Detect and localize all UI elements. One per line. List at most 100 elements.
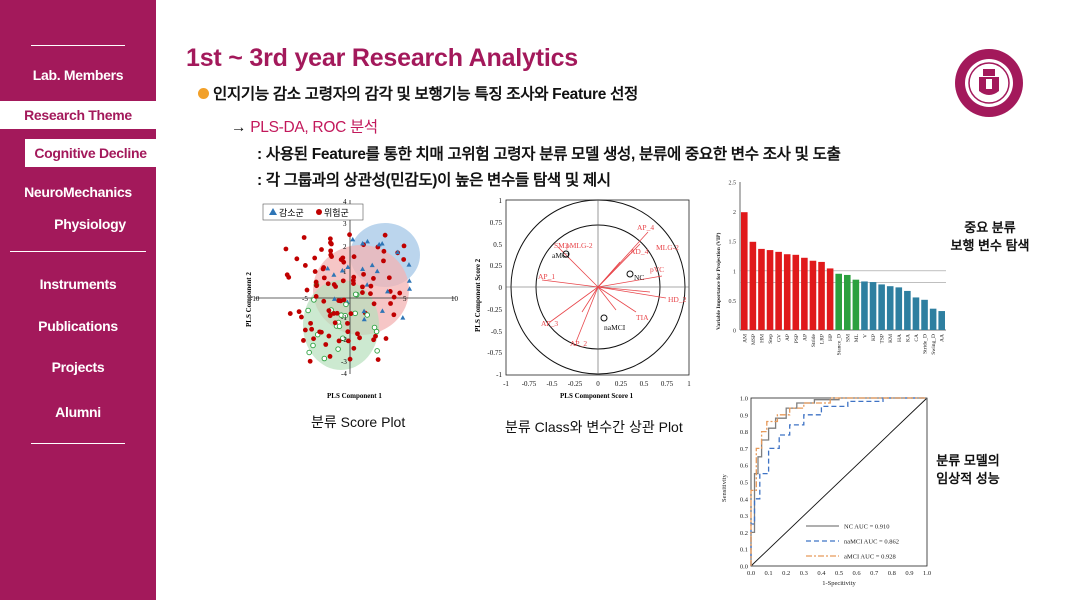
var-label: HD_2 xyxy=(668,295,687,304)
vip-category-label: ML xyxy=(854,333,860,342)
vip-bar xyxy=(749,241,757,330)
score-point xyxy=(345,264,351,269)
score-point xyxy=(386,275,392,281)
score-point xyxy=(336,323,343,330)
score-point xyxy=(407,286,413,291)
score-point xyxy=(364,282,370,287)
nav-physiology[interactable]: Physiology xyxy=(54,216,126,232)
vip-bar xyxy=(938,311,945,330)
score-point xyxy=(301,338,306,343)
score-point xyxy=(401,257,407,262)
roc-series-line xyxy=(750,397,927,566)
score-ylabel: PLS Component 2 xyxy=(245,272,253,327)
score-point xyxy=(331,296,337,301)
nav-instruments[interactable]: Instruments xyxy=(39,276,117,292)
nav-neuromechanics[interactable]: NeuroMechanics xyxy=(24,184,132,200)
content-line-4: : 각 그룹과의 상관성(민감도)이 높은 변수들 탐색 및 제시 xyxy=(257,172,611,189)
nav-alumni[interactable]: Alumni xyxy=(55,404,101,420)
score-point xyxy=(327,354,333,359)
score-point xyxy=(345,320,350,326)
score-point xyxy=(395,249,401,255)
vip-y-tick: 2.5 xyxy=(729,181,737,187)
score-point xyxy=(360,266,366,272)
y-tick: 4 xyxy=(343,198,347,206)
legend-group2: 위험군 xyxy=(324,208,349,218)
roc-ylabel: Sensitivity xyxy=(721,473,728,502)
score-point xyxy=(352,291,359,298)
vip-bar xyxy=(775,251,782,330)
correlation-plot: AP_4 MLG-2 pVC HD_2 pMLG-2 SM3 AP_1 AP_3… xyxy=(474,197,691,400)
roc-note: 분류 모델의 임상적 성능 xyxy=(936,453,1000,486)
score-point xyxy=(326,333,332,339)
score-point xyxy=(360,290,365,295)
content-line-3: : 사용된 Feature를 통한 치매 고위험 고령자 분류 모델 생성, 분… xyxy=(257,146,841,163)
x-tick: 0.5 xyxy=(640,380,649,388)
score-point xyxy=(309,326,315,332)
roc-y-tick: 0.4 xyxy=(740,496,749,503)
score-point xyxy=(301,235,307,240)
score-point xyxy=(304,287,310,293)
score-point xyxy=(400,315,406,320)
score-point xyxy=(307,358,313,364)
nav-publications[interactable]: Publications xyxy=(38,318,118,334)
score-point xyxy=(373,333,378,339)
vip-bar-chart: 00.511.522.5AM MSP HM Step GV AP PSP AP Stride LR… xyxy=(715,181,946,355)
score-point xyxy=(360,240,366,246)
score-point xyxy=(302,263,308,268)
score-point xyxy=(308,320,313,326)
score-point xyxy=(381,258,386,264)
roc-legend-label: NC AUC = 0.910 xyxy=(844,524,890,531)
y-tick: -0.75 xyxy=(487,349,502,357)
vip-bar xyxy=(869,282,877,330)
y-tick: 0.25 xyxy=(490,262,503,270)
nav-lab-members[interactable]: Lab. Members xyxy=(32,67,124,83)
vip-bar xyxy=(904,290,911,330)
vip-category-label: AP xyxy=(802,334,808,341)
score-point xyxy=(319,247,324,252)
vip-category-label: KP xyxy=(871,334,877,341)
y-tick: -0.5 xyxy=(491,328,503,336)
score-point xyxy=(369,262,375,268)
vip-bar xyxy=(766,250,774,330)
roc-y-tick: 0.3 xyxy=(740,513,748,520)
score-point xyxy=(314,283,319,289)
score-xlabel: PLS Component 1 xyxy=(327,392,382,400)
vip-y-tick: 0 xyxy=(733,329,736,335)
x-tick: 10 xyxy=(451,295,459,303)
vip-category-label: AM xyxy=(742,334,748,343)
roc-x-tick: 0.0 xyxy=(747,570,755,577)
score-point xyxy=(347,232,352,238)
y-tick: -2 xyxy=(341,336,347,344)
score-point xyxy=(347,356,353,362)
score-point xyxy=(287,311,293,316)
score-point xyxy=(325,281,331,287)
score-point xyxy=(374,268,380,274)
nav-research-theme[interactable]: Research Theme xyxy=(0,101,156,129)
score-point xyxy=(331,311,337,316)
score-point xyxy=(379,241,385,246)
score-point xyxy=(332,320,338,326)
class-label-nc: NC xyxy=(634,273,644,282)
roc-y-tick: 0.7 xyxy=(740,446,749,453)
roc-y-tick: 0.6 xyxy=(740,463,749,470)
nav-cognitive-decline[interactable]: Cognitive Decline xyxy=(25,139,156,167)
vip-ylabel: Variable Importance for Projection (VIP) xyxy=(715,232,722,330)
score-point xyxy=(338,257,344,262)
vip-bar xyxy=(912,297,920,330)
vip-category-label: MSP xyxy=(751,334,757,345)
score-point xyxy=(350,236,356,242)
score-point xyxy=(361,316,367,322)
score-point xyxy=(368,291,373,297)
roc-y-tick: 0.8 xyxy=(740,429,748,436)
var-label: pVC xyxy=(650,265,664,274)
score-point xyxy=(368,283,374,289)
x-tick: -5 xyxy=(302,295,308,303)
vip-bar xyxy=(792,254,800,330)
nav-projects[interactable]: Projects xyxy=(51,359,105,375)
y-tick: -0.25 xyxy=(487,306,502,314)
score-point xyxy=(364,238,370,244)
score-point xyxy=(305,307,311,314)
score-point xyxy=(351,345,357,351)
score-point xyxy=(352,310,358,317)
x-tick: -0.25 xyxy=(568,380,583,388)
